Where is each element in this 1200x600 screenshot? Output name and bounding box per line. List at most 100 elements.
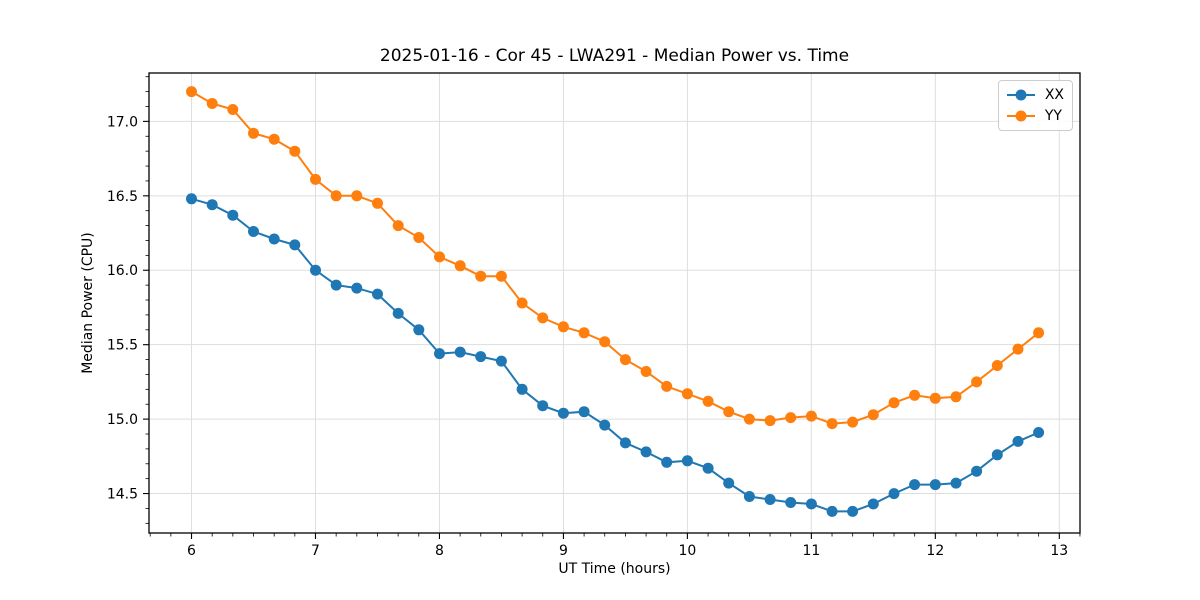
data-point-XX: [971, 465, 983, 477]
legend-marker-icon: [1006, 110, 1035, 122]
data-point-XX: [1033, 427, 1045, 438]
data-point-YY: [888, 397, 900, 409]
data-point-YY: [723, 406, 735, 418]
data-point-XX: [289, 239, 301, 251]
y-tick-label: 14.5: [107, 487, 138, 503]
series-line-XX: [191, 197, 1039, 513]
y-tick-label: 15.0: [107, 412, 138, 428]
series-line-YY: [191, 90, 1040, 425]
data-point-YY: [847, 416, 859, 428]
data-point-XX: [867, 498, 879, 510]
data-point-YY: [909, 389, 921, 401]
data-point-YY: [661, 380, 673, 392]
y-tick-label: 16.0: [107, 263, 138, 279]
data-point-XX: [950, 477, 962, 489]
data-point-XX: [723, 477, 735, 489]
data-point-XX: [826, 505, 838, 517]
data-point-YY: [1012, 343, 1024, 355]
data-point-XX: [764, 494, 776, 505]
data-point-XX: [909, 479, 921, 491]
data-point-YY: [743, 413, 755, 425]
data-point-YY: [971, 376, 983, 388]
data-point-XX: [227, 209, 239, 221]
x-tick-label: 6: [187, 543, 196, 559]
data-point-XX: [743, 491, 755, 502]
data-point-XX: [330, 279, 342, 291]
x-tick-label: 12: [926, 543, 944, 559]
data-point-YY: [227, 104, 239, 115]
data-point-YY: [392, 220, 404, 232]
data-point-YY: [826, 418, 838, 430]
data-point-YY: [702, 395, 714, 407]
data-point-XX: [702, 462, 714, 474]
data-point-XX: [268, 233, 280, 245]
y-axis-label-text: Median Power (CPU): [80, 232, 96, 374]
data-point-YY: [454, 260, 466, 272]
data-point-YY: [991, 360, 1003, 371]
data-point-YY: [413, 232, 425, 243]
data-point-XX: [661, 456, 673, 468]
data-point-XX: [681, 455, 693, 467]
data-point-XX: [640, 446, 652, 458]
legend-marker-icon: [1006, 89, 1035, 101]
data-point-XX: [1012, 435, 1024, 447]
data-point-YY: [330, 190, 342, 202]
x-tick-label: 7: [311, 543, 320, 559]
data-point-YY: [640, 366, 652, 377]
data-point-XX: [557, 407, 569, 419]
legend: XX YY: [997, 80, 1073, 131]
data-point-XX: [310, 264, 321, 276]
data-point-XX: [475, 351, 487, 363]
data-point-XX: [372, 288, 383, 300]
data-point-XX: [454, 346, 466, 358]
data-point-XX: [495, 355, 507, 367]
data-point-YY: [206, 98, 218, 109]
data-point-YY: [268, 133, 280, 145]
data-point-XX: [929, 479, 941, 491]
data-point-YY: [557, 321, 569, 333]
chart-title: 2025-01-16 - Cor 45 - LWA291 - Median Po…: [379, 46, 850, 66]
data-point-XX: [537, 400, 549, 412]
data-point-XX: [516, 383, 528, 395]
data-point-XX: [248, 226, 259, 237]
data-point-YY: [805, 410, 817, 422]
x-axis-label: UT Time (hours): [558, 561, 671, 577]
data-point-YY: [495, 270, 507, 282]
data-point-XX: [413, 324, 425, 336]
data-point-YY: [867, 409, 879, 421]
data-point-XX: [991, 449, 1003, 461]
data-point-YY: [516, 297, 528, 309]
data-point-XX: [206, 199, 218, 211]
data-point-YY: [578, 327, 590, 339]
data-point-YY: [289, 145, 301, 157]
x-tick-label: 10: [678, 543, 696, 559]
x-tick-label: 8: [435, 543, 444, 559]
data-point-XX: [785, 497, 797, 508]
data-point-XX: [619, 437, 631, 449]
data-point-YY: [372, 197, 383, 209]
data-point-YY: [248, 127, 259, 139]
data-point-YY: [310, 173, 321, 185]
legend-label: YY: [1044, 108, 1062, 124]
x-tick-label: 9: [559, 543, 568, 559]
data-point-YY: [764, 415, 776, 427]
legend-entry-YY: YY: [1005, 106, 1064, 126]
data-point-YY: [434, 251, 445, 263]
data-point-YY: [785, 412, 797, 424]
data-point-XX: [578, 406, 590, 418]
y-tick-label: 15.5: [107, 338, 138, 354]
data-point-YY: [537, 312, 549, 324]
data-point-YY: [351, 190, 363, 202]
y-tick-label: 17.0: [107, 114, 138, 130]
x-tick-label: 11: [802, 543, 820, 559]
data-point-YY: [475, 270, 487, 282]
data-point-XX: [351, 282, 363, 294]
data-point-XX: [888, 488, 900, 500]
data-point-YY: [950, 391, 962, 403]
y-tick-label: 16.5: [107, 189, 138, 205]
data-point-XX: [599, 419, 611, 431]
legend-label: XX: [1044, 87, 1064, 103]
data-point-XX: [186, 193, 197, 205]
